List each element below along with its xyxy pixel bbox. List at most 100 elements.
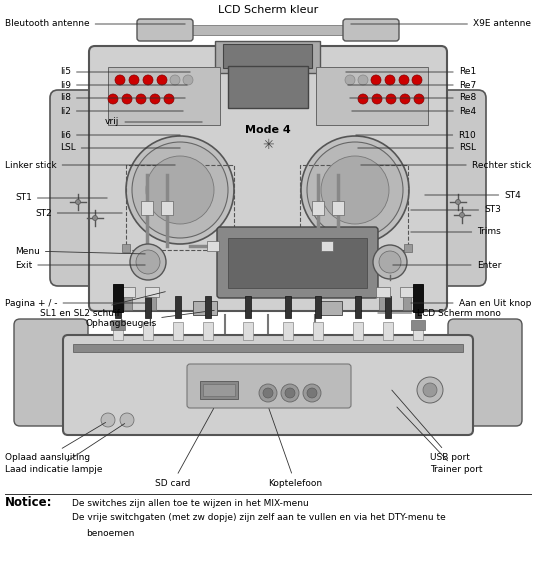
Circle shape	[400, 94, 410, 104]
Bar	[296, 244, 304, 252]
Bar	[230, 244, 238, 252]
Text: Aan en Uit knop: Aan en Uit knop	[411, 298, 531, 307]
Circle shape	[412, 75, 422, 85]
Text: Mode 4: Mode 4	[245, 125, 291, 135]
Text: Re1: Re1	[346, 67, 476, 76]
Circle shape	[321, 156, 389, 224]
Text: Ii6: Ii6	[60, 131, 180, 139]
Circle shape	[143, 75, 153, 85]
Bar	[243, 322, 253, 340]
Bar	[383, 322, 393, 340]
Bar	[355, 296, 361, 318]
Circle shape	[130, 244, 166, 280]
Bar	[245, 296, 251, 318]
Text: Pagina + / -: Pagina + / -	[5, 298, 145, 307]
Bar	[143, 322, 153, 340]
Bar	[121, 287, 135, 297]
Bar	[126, 165, 234, 250]
Bar	[161, 201, 173, 215]
FancyBboxPatch shape	[448, 319, 522, 426]
Text: LCD Scherm mono: LCD Scherm mono	[378, 308, 501, 318]
Text: X9E antenne: X9E antenne	[351, 19, 531, 28]
Text: ST4: ST4	[425, 191, 521, 199]
Bar	[285, 296, 291, 318]
Text: Re4: Re4	[352, 106, 476, 115]
Circle shape	[136, 94, 146, 104]
Bar	[173, 322, 183, 340]
Bar	[379, 288, 387, 310]
Circle shape	[423, 383, 437, 397]
Circle shape	[285, 388, 295, 398]
Circle shape	[307, 388, 317, 398]
Text: Ii9: Ii9	[60, 80, 187, 89]
Circle shape	[170, 75, 180, 85]
Text: benoemen: benoemen	[86, 529, 135, 538]
Circle shape	[414, 94, 424, 104]
Circle shape	[456, 199, 460, 204]
Bar	[353, 322, 363, 340]
Circle shape	[101, 413, 115, 427]
FancyBboxPatch shape	[137, 19, 193, 41]
Text: Rechter stick: Rechter stick	[361, 161, 531, 169]
Circle shape	[379, 251, 401, 273]
Circle shape	[115, 75, 125, 85]
Circle shape	[459, 212, 465, 217]
Text: RSL: RSL	[358, 144, 476, 152]
Circle shape	[76, 199, 80, 204]
Bar	[73, 344, 463, 352]
Text: Ii5: Ii5	[60, 67, 190, 76]
Circle shape	[303, 384, 321, 402]
Circle shape	[136, 250, 160, 274]
Bar	[145, 287, 159, 297]
Text: LCD Scherm kleur: LCD Scherm kleur	[218, 5, 318, 15]
Bar	[148, 288, 156, 310]
FancyBboxPatch shape	[187, 364, 351, 408]
Text: SD card: SD card	[155, 409, 214, 487]
FancyBboxPatch shape	[89, 46, 447, 311]
Circle shape	[371, 75, 381, 85]
Circle shape	[146, 156, 214, 224]
Text: Laad indicatie lampje: Laad indicatie lampje	[5, 423, 125, 474]
Text: Linker stick: Linker stick	[5, 161, 175, 169]
Circle shape	[93, 216, 98, 221]
Text: De switches zijn allen toe te wijzen in het MIX-menu: De switches zijn allen toe te wijzen in …	[72, 499, 309, 508]
Circle shape	[164, 94, 174, 104]
Bar	[124, 288, 132, 310]
Text: ST3: ST3	[411, 205, 501, 215]
FancyBboxPatch shape	[50, 90, 118, 286]
Text: ST1: ST1	[15, 194, 107, 203]
Text: Re8: Re8	[350, 93, 476, 102]
Circle shape	[385, 75, 395, 85]
Bar	[223, 44, 312, 68]
Bar	[205, 296, 211, 318]
Bar	[400, 287, 414, 297]
Text: Notice:: Notice:	[5, 496, 53, 509]
Bar	[315, 296, 321, 318]
Bar	[113, 322, 123, 340]
Bar	[228, 66, 308, 108]
Bar	[283, 322, 293, 340]
Bar	[332, 201, 344, 215]
Circle shape	[345, 75, 355, 85]
Circle shape	[126, 136, 234, 244]
Circle shape	[373, 245, 407, 279]
Text: Bleutooth antenne: Bleutooth antenne	[5, 19, 185, 28]
Bar	[318, 301, 342, 315]
FancyBboxPatch shape	[343, 19, 399, 41]
Bar	[403, 288, 411, 310]
FancyBboxPatch shape	[217, 227, 378, 298]
Bar	[385, 296, 391, 318]
Bar	[203, 384, 235, 396]
Text: Trainer port: Trainer port	[397, 407, 482, 474]
Text: Oplaad aansluiting: Oplaad aansluiting	[5, 422, 106, 461]
Bar	[141, 201, 153, 215]
Bar	[316, 67, 428, 125]
Bar	[113, 284, 123, 312]
Circle shape	[301, 136, 409, 244]
Text: Re7: Re7	[348, 80, 476, 89]
Circle shape	[372, 94, 382, 104]
Bar	[413, 284, 423, 312]
Bar	[115, 296, 121, 318]
Text: Trims: Trims	[411, 228, 501, 237]
Bar	[313, 322, 323, 340]
